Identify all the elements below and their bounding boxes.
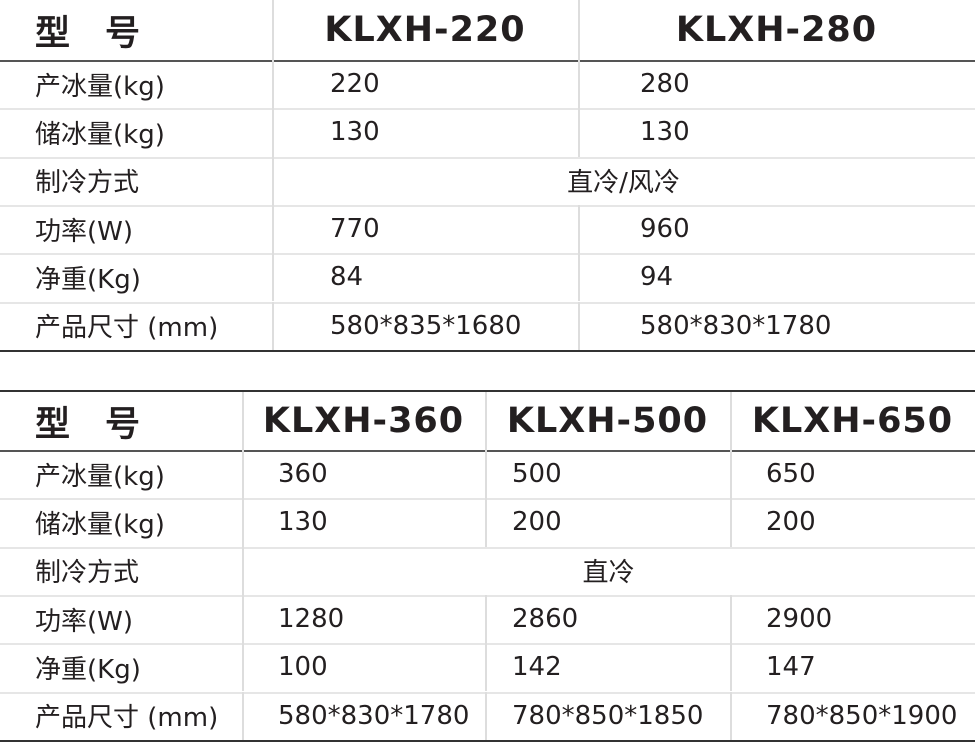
- column-divider: [242, 594, 244, 644]
- value-cell: 770: [330, 214, 380, 245]
- value-cell: 960: [640, 214, 690, 245]
- row-label: 制冷方式: [35, 558, 140, 589]
- value-cell: 650: [766, 459, 816, 490]
- row-label: 功率(W): [35, 606, 133, 637]
- column-divider: [578, 60, 580, 109]
- column-divider: [730, 392, 732, 450]
- column-divider: [730, 691, 732, 740]
- row-rule: [0, 594, 975, 597]
- value-cell: 500: [512, 459, 562, 490]
- value-cell: 220: [330, 69, 380, 100]
- column-divider: [485, 594, 487, 644]
- model-header: KLXH-360: [262, 401, 465, 441]
- column-divider: [272, 60, 274, 109]
- column-divider: [578, 0, 580, 60]
- value-cell: 142: [512, 652, 562, 683]
- column-divider: [242, 450, 244, 499]
- column-divider: [730, 498, 732, 547]
- value-cell: 200: [766, 507, 816, 538]
- model-header: KLXH-650: [751, 401, 954, 441]
- column-divider: [485, 643, 487, 692]
- label-header: 型 号: [35, 13, 141, 54]
- value-cell: 2860: [512, 604, 579, 635]
- row-label: 制冷方式: [35, 168, 140, 199]
- column-divider: [485, 498, 487, 547]
- row-rule: [0, 301, 975, 304]
- row-rule: [0, 204, 975, 207]
- model-header: KLXH-280: [675, 10, 878, 50]
- row-rule: [0, 691, 975, 694]
- column-divider: [485, 392, 487, 450]
- value-cell: 580*835*1680: [330, 310, 522, 341]
- column-divider: [578, 108, 580, 157]
- value-cell: 2900: [766, 604, 833, 635]
- column-divider: [578, 253, 580, 302]
- row-rule: [0, 108, 975, 111]
- column-divider: [485, 691, 487, 740]
- value-cell: 580*830*1780: [640, 310, 832, 341]
- column-divider: [578, 204, 580, 254]
- row-rule: [0, 643, 975, 646]
- row-label: 储冰量(kg): [35, 509, 165, 540]
- column-divider: [730, 594, 732, 644]
- model-header: KLXH-500: [506, 401, 709, 441]
- row-label: 功率(W): [35, 216, 133, 247]
- row-rule: [0, 253, 975, 256]
- value-cell: 780*850*1900: [766, 700, 958, 731]
- value-cell: 280: [640, 69, 690, 100]
- column-divider: [730, 643, 732, 692]
- value-cell: 130: [278, 507, 328, 538]
- column-divider: [578, 301, 580, 350]
- bottom-rule: [0, 349, 975, 352]
- column-divider: [272, 253, 274, 302]
- column-divider: [242, 643, 244, 692]
- row-label: 产品尺寸 (mm): [35, 703, 219, 734]
- column-divider: [730, 450, 732, 499]
- value-cell: 1280: [278, 604, 345, 635]
- table-top-rule: [0, 390, 975, 392]
- value-cell: 84: [330, 262, 364, 293]
- row-label: 产冰量(kg): [35, 461, 165, 492]
- value-cell: 580*830*1780: [278, 700, 470, 731]
- value-cell: 200: [512, 507, 562, 538]
- row-label: 产冰量(kg): [35, 71, 165, 102]
- value-cell: 94: [640, 262, 674, 293]
- value-cell: 130: [330, 117, 380, 148]
- column-divider: [242, 392, 244, 450]
- value-cell: 直冷/风冷: [567, 168, 680, 199]
- value-cell: 147: [766, 652, 816, 683]
- row-rule: [0, 498, 975, 501]
- column-divider: [242, 546, 244, 595]
- value-cell: 直冷: [582, 558, 635, 589]
- row-label: 储冰量(kg): [35, 119, 165, 150]
- column-divider: [272, 301, 274, 350]
- column-divider: [272, 108, 274, 157]
- column-divider: [272, 204, 274, 254]
- value-cell: 130: [640, 117, 690, 148]
- column-divider: [272, 156, 274, 205]
- header-rule: [0, 450, 975, 452]
- header-rule: [0, 60, 975, 62]
- column-divider: [272, 0, 274, 60]
- value-cell: 100: [278, 652, 328, 683]
- row-rule: [0, 156, 975, 159]
- label-header: 型 号: [35, 404, 141, 445]
- row-label: 产品尺寸 (mm): [35, 313, 219, 344]
- row-label: 净重(Kg): [35, 264, 141, 295]
- value-cell: 360: [278, 459, 328, 490]
- column-divider: [242, 691, 244, 740]
- column-divider: [485, 450, 487, 499]
- row-rule: [0, 546, 975, 549]
- bottom-rule: [0, 739, 975, 742]
- model-header: KLXH-220: [324, 10, 526, 50]
- value-cell: 780*850*1850: [512, 700, 704, 731]
- row-label: 净重(Kg): [35, 654, 141, 685]
- column-divider: [242, 498, 244, 547]
